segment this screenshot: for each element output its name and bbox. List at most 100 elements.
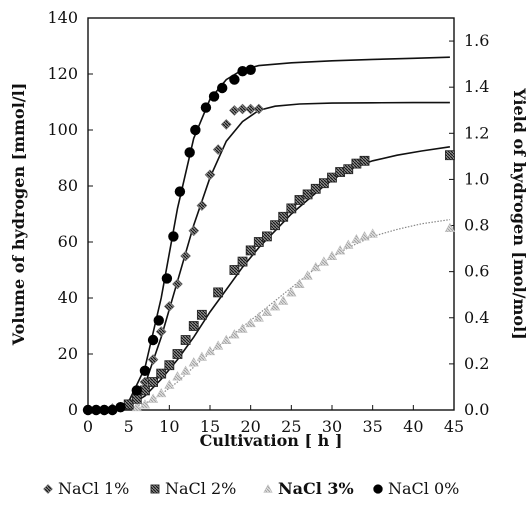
point-nacl-3 <box>172 371 183 381</box>
point-nacl-3 <box>204 345 216 356</box>
point-nacl-1 <box>220 119 232 130</box>
point-nacl-3 <box>237 323 248 333</box>
point-nacl-2 <box>213 287 224 298</box>
point-nacl-2 <box>188 321 199 331</box>
x-tick-label: 0 <box>83 417 93 436</box>
point-nacl-3 <box>147 393 159 403</box>
point-nacl-2 <box>343 164 354 175</box>
point-nacl-0 <box>107 404 118 416</box>
point-nacl-2 <box>237 256 248 267</box>
point-nacl-2 <box>302 189 313 200</box>
y-tick-label: 20 <box>58 344 78 363</box>
x-tick-label: 35 <box>362 417 382 436</box>
point-nacl-2 <box>262 231 272 242</box>
plot-frame <box>87 17 455 411</box>
y2-axis-ticks: 0.0 0.2 0.4 0.6 0.8 1.0 1.2 1.4 1.6 <box>449 31 489 419</box>
point-nacl-0 <box>229 74 240 85</box>
point-nacl-3 <box>139 399 151 409</box>
point-nacl-3 <box>351 233 362 244</box>
y-axis-label: Volume of hydrogen [mmol/l] <box>9 83 28 347</box>
point-nacl-0 <box>217 82 228 94</box>
y2-tick-label: 1.0 <box>464 169 489 188</box>
point-nacl-2 <box>229 265 240 275</box>
point-nacl-3 <box>229 329 240 339</box>
x-tick-label: 5 <box>124 417 134 436</box>
fit-line <box>88 219 450 410</box>
point-nacl-0 <box>168 231 179 242</box>
point-nacl-0 <box>131 385 142 396</box>
x-tick-label: 15 <box>200 417 220 436</box>
x-axis-label: Cultivation [ h ] <box>200 431 343 450</box>
point-nacl-2 <box>327 172 337 183</box>
point-nacl-3 <box>302 270 313 280</box>
legend-label: NaCl 0% <box>388 479 459 498</box>
point-nacl-1 <box>155 326 167 337</box>
legend-label: NaCl 2% <box>165 479 236 498</box>
point-nacl-2 <box>270 220 280 231</box>
legend-marker <box>263 484 273 493</box>
y2-tick-label: 0.4 <box>464 308 489 327</box>
x-tick-label: 20 <box>240 417 260 436</box>
point-nacl-2 <box>294 195 305 205</box>
point-nacl-2 <box>286 203 297 214</box>
point-nacl-2 <box>131 393 142 404</box>
x-tick-label: 10 <box>159 417 179 436</box>
point-nacl-1 <box>253 103 265 115</box>
point-nacl-3 <box>359 231 370 241</box>
point-nacl-2 <box>148 377 158 387</box>
point-nacl-0 <box>147 334 159 346</box>
point-nacl-0 <box>184 147 195 158</box>
point-nacl-0 <box>115 402 126 413</box>
legend: NaCl 1% NaCl 2% NaCl 3% NaCl 0% <box>43 479 459 498</box>
legend-marker <box>43 484 53 494</box>
point-nacl-2 <box>445 150 455 161</box>
legend-marker <box>373 484 383 494</box>
point-nacl-2 <box>351 158 362 169</box>
point-nacl-0 <box>245 64 256 76</box>
y-tick-label: 0 <box>68 400 78 419</box>
point-nacl-1 <box>204 169 216 181</box>
point-nacl-0 <box>174 186 186 197</box>
point-nacl-2 <box>278 211 289 222</box>
point-nacl-1 <box>245 103 256 115</box>
point-nacl-2 <box>359 155 370 166</box>
point-nacl-2 <box>253 237 264 247</box>
point-nacl-3 <box>188 357 199 367</box>
y2-tick-label: 0.8 <box>464 216 489 235</box>
point-nacl-3 <box>326 250 338 260</box>
point-nacl-1 <box>147 354 159 365</box>
point-nacl-2 <box>245 245 256 256</box>
y-tick-label: 120 <box>47 64 78 83</box>
x-tick-label: 40 <box>403 417 423 436</box>
y-tick-label: 140 <box>47 8 78 27</box>
point-nacl-0 <box>208 91 220 102</box>
point-nacl-0 <box>237 66 248 77</box>
y2-tick-label: 1.4 <box>464 77 489 96</box>
point-nacl-3 <box>261 306 273 316</box>
point-nacl-0 <box>82 404 94 416</box>
point-nacl-0 <box>190 124 201 136</box>
legend-label: NaCl 1% <box>58 479 129 498</box>
point-nacl-3 <box>131 401 142 412</box>
x-tick-label: 25 <box>281 417 301 436</box>
y-tick-label: 60 <box>58 232 78 251</box>
point-nacl-3 <box>213 340 224 350</box>
legend-marker <box>150 484 160 494</box>
point-nacl-2 <box>156 368 167 379</box>
point-nacl-2 <box>310 183 321 194</box>
point-nacl-3 <box>335 245 346 255</box>
point-nacl-2 <box>172 349 183 359</box>
point-nacl-3 <box>180 365 191 375</box>
point-nacl-1 <box>188 225 200 237</box>
point-nacl-3 <box>221 334 232 344</box>
y-tick-label: 40 <box>58 288 78 307</box>
fit-line <box>88 101 450 410</box>
point-nacl-3 <box>245 317 256 328</box>
point-nacl-3 <box>286 287 297 297</box>
point-nacl-3 <box>294 278 305 288</box>
y2-tick-label: 1.6 <box>464 31 489 50</box>
point-nacl-3 <box>278 295 289 305</box>
x-tick-label: 45 <box>444 417 464 436</box>
point-nacl-0 <box>139 365 151 376</box>
